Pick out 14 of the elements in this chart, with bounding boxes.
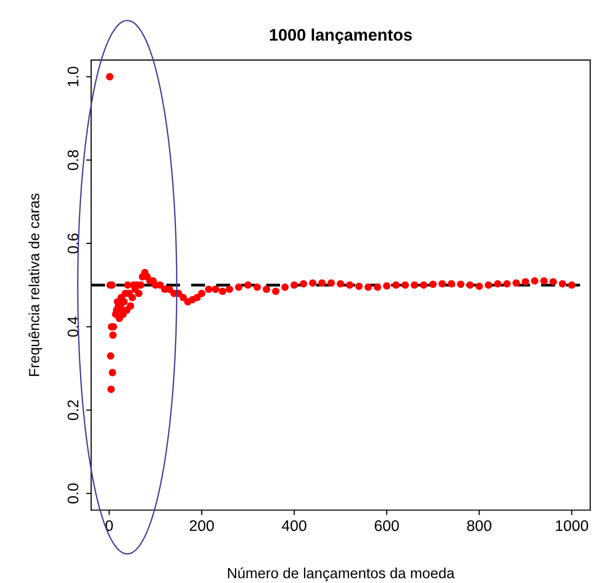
y-tick-label: 0.6 [68, 233, 78, 254]
y-tick-label: 0.0 [68, 483, 78, 504]
y-tick-label: 0.8 [68, 150, 78, 170]
x-tick-label: 400 [282, 520, 306, 532]
x-tick-label: 800 [467, 520, 492, 532]
x-tick-label: 200 [190, 520, 214, 532]
y-tick-label: 0.4 [68, 316, 78, 337]
y-tick-label: 1.0 [68, 66, 78, 86]
x-tick-label: 600 [374, 520, 399, 532]
y-axis-title: Frequência relativa de caras [28, 194, 42, 376]
y-tick-label: 0.2 [68, 400, 78, 420]
x-axis-title: Número de lançamentos da moeda [228, 567, 455, 582]
chart-title: 1000 lançamentos [270, 28, 412, 44]
x-tick-label: 1000 [556, 520, 588, 532]
